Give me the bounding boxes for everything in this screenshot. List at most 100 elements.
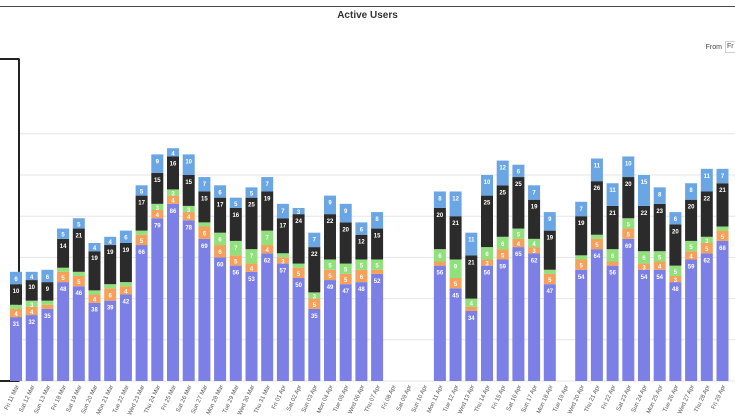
bar-segment-green[interactable] xyxy=(214,232,227,246)
bar-segment-green[interactable] xyxy=(88,290,101,295)
bar-segment-orange[interactable] xyxy=(25,306,38,316)
bar-segment-blue[interactable] xyxy=(214,185,227,198)
bar-segment-blue[interactable] xyxy=(261,177,274,192)
bar-segment-black[interactable] xyxy=(685,199,698,241)
bar-segment-blue[interactable] xyxy=(496,160,509,186)
bar-segment-black[interactable] xyxy=(355,234,368,260)
bar-segment-black[interactable] xyxy=(622,177,635,219)
bar-segment-black[interactable] xyxy=(433,207,446,250)
bar-segment-blue[interactable] xyxy=(700,168,713,192)
bar-segment-orange[interactable] xyxy=(716,230,729,241)
bar-segment-purple[interactable] xyxy=(57,282,70,381)
bar-segment-orange[interactable] xyxy=(700,242,713,254)
bar-segment-black[interactable] xyxy=(512,177,525,229)
bar-segment-orange[interactable] xyxy=(528,247,541,254)
bar-segment-green[interactable] xyxy=(575,255,588,260)
bar-segment-black[interactable] xyxy=(496,185,509,237)
bar-segment-black[interactable] xyxy=(198,191,211,223)
bar-segment-blue[interactable] xyxy=(72,218,85,229)
bar-segment-blue[interactable] xyxy=(606,183,619,206)
bar-segment-blue[interactable] xyxy=(339,203,352,223)
bar-segment-black[interactable] xyxy=(119,242,132,283)
bar-segment-black[interactable] xyxy=(481,195,493,248)
bar-segment-orange[interactable] xyxy=(433,261,446,266)
bar-segment-blue[interactable] xyxy=(685,183,698,200)
bar-segment-green[interactable] xyxy=(606,249,619,262)
bar-segment-blue[interactable] xyxy=(182,154,195,175)
bar-segment-orange[interactable] xyxy=(229,255,242,266)
bar-segment-orange[interactable] xyxy=(261,245,274,254)
bar-segment-orange[interactable] xyxy=(575,259,588,270)
bar-segment-orange[interactable] xyxy=(638,263,650,270)
bar-segment-green[interactable] xyxy=(465,298,478,307)
bar-segment-orange[interactable] xyxy=(496,249,509,260)
bar-segment-blue[interactable] xyxy=(276,203,289,219)
bar-segment-black[interactable] xyxy=(700,191,713,237)
bar-segment-black[interactable] xyxy=(465,255,478,299)
bar-segment-purple[interactable] xyxy=(685,259,698,381)
bar-segment-orange[interactable] xyxy=(88,294,101,303)
bar-segment-green[interactable] xyxy=(653,251,666,262)
bar-segment-orange[interactable] xyxy=(324,269,336,281)
bar-segment-green[interactable] xyxy=(135,230,148,235)
bar-segment-purple[interactable] xyxy=(512,247,525,381)
bar-segment-orange[interactable] xyxy=(245,263,258,272)
bar-segment-blue[interactable] xyxy=(371,212,384,229)
bar-segment-green[interactable] xyxy=(512,228,525,239)
bar-segment-purple[interactable] xyxy=(214,257,227,381)
bar-segment-orange[interactable] xyxy=(57,271,70,283)
bar-segment-black[interactable] xyxy=(669,224,682,266)
bar-segment-orange[interactable] xyxy=(543,273,556,285)
bar-segment-green[interactable] xyxy=(669,265,682,276)
bar-segment-purple[interactable] xyxy=(167,203,179,381)
bar-segment-purple[interactable] xyxy=(182,220,195,381)
bar-segment-orange[interactable] xyxy=(669,275,682,283)
bar-segment-black[interactable] xyxy=(229,207,242,241)
bar-segment-green[interactable] xyxy=(261,230,274,246)
bar-segment-green[interactable] xyxy=(355,259,368,270)
bar-segment-blue[interactable] xyxy=(528,185,541,200)
bar-segment-black[interactable] xyxy=(57,238,70,268)
bar-segment-green[interactable] xyxy=(638,251,650,264)
bar-segment-blue[interactable] xyxy=(229,197,242,208)
bar-segment-orange[interactable] xyxy=(308,298,321,309)
bar-segment-orange[interactable] xyxy=(481,259,493,266)
bar-segment-blue[interactable] xyxy=(575,201,588,217)
bar-segment-green[interactable] xyxy=(339,263,352,274)
bar-segment-blue[interactable] xyxy=(25,271,38,281)
bar-segment-green[interactable] xyxy=(167,189,179,196)
bar-segment-green[interactable] xyxy=(590,234,603,239)
bar-segment-green[interactable] xyxy=(292,263,305,268)
bar-segment-black[interactable] xyxy=(182,175,195,206)
bar-segment-green[interactable] xyxy=(324,259,336,270)
bar-segment-blue[interactable] xyxy=(355,222,368,235)
bar-segment-purple[interactable] xyxy=(41,308,54,381)
bar-segment-orange[interactable] xyxy=(465,306,478,311)
bar-segment-green[interactable] xyxy=(119,282,132,287)
bar-segment-purple[interactable] xyxy=(10,317,22,381)
bar-segment-purple[interactable] xyxy=(465,310,478,381)
bar-segment-orange[interactable] xyxy=(72,275,85,287)
bar-segment-blue[interactable] xyxy=(638,175,650,206)
bar-segment-black[interactable] xyxy=(245,197,258,250)
bar-segment-green[interactable] xyxy=(10,304,22,309)
bar-segment-orange[interactable] xyxy=(292,267,305,278)
bar-segment-purple[interactable] xyxy=(371,273,384,381)
bar-segment-black[interactable] xyxy=(606,205,619,250)
bar-segment-orange[interactable] xyxy=(371,269,384,274)
bar-segment-black[interactable] xyxy=(543,230,556,270)
bar-segment-blue[interactable] xyxy=(622,156,635,178)
bar-segment-blue[interactable] xyxy=(151,154,164,173)
from-date-input[interactable]: Fr xyxy=(725,41,735,53)
bar-segment-green[interactable] xyxy=(622,218,635,229)
bar-segment-green[interactable] xyxy=(182,205,195,213)
bar-segment-purple[interactable] xyxy=(575,269,588,381)
bar-segment-blue[interactable] xyxy=(198,177,211,192)
bar-segment-black[interactable] xyxy=(716,183,729,227)
bar-segment-purple[interactable] xyxy=(355,282,368,381)
bar-segment-orange[interactable] xyxy=(119,286,132,295)
bar-segment-purple[interactable] xyxy=(449,288,462,381)
bar-segment-blue[interactable] xyxy=(653,187,666,204)
bar-segment-purple[interactable] xyxy=(481,265,493,381)
bar-segment-blue[interactable] xyxy=(669,212,682,225)
